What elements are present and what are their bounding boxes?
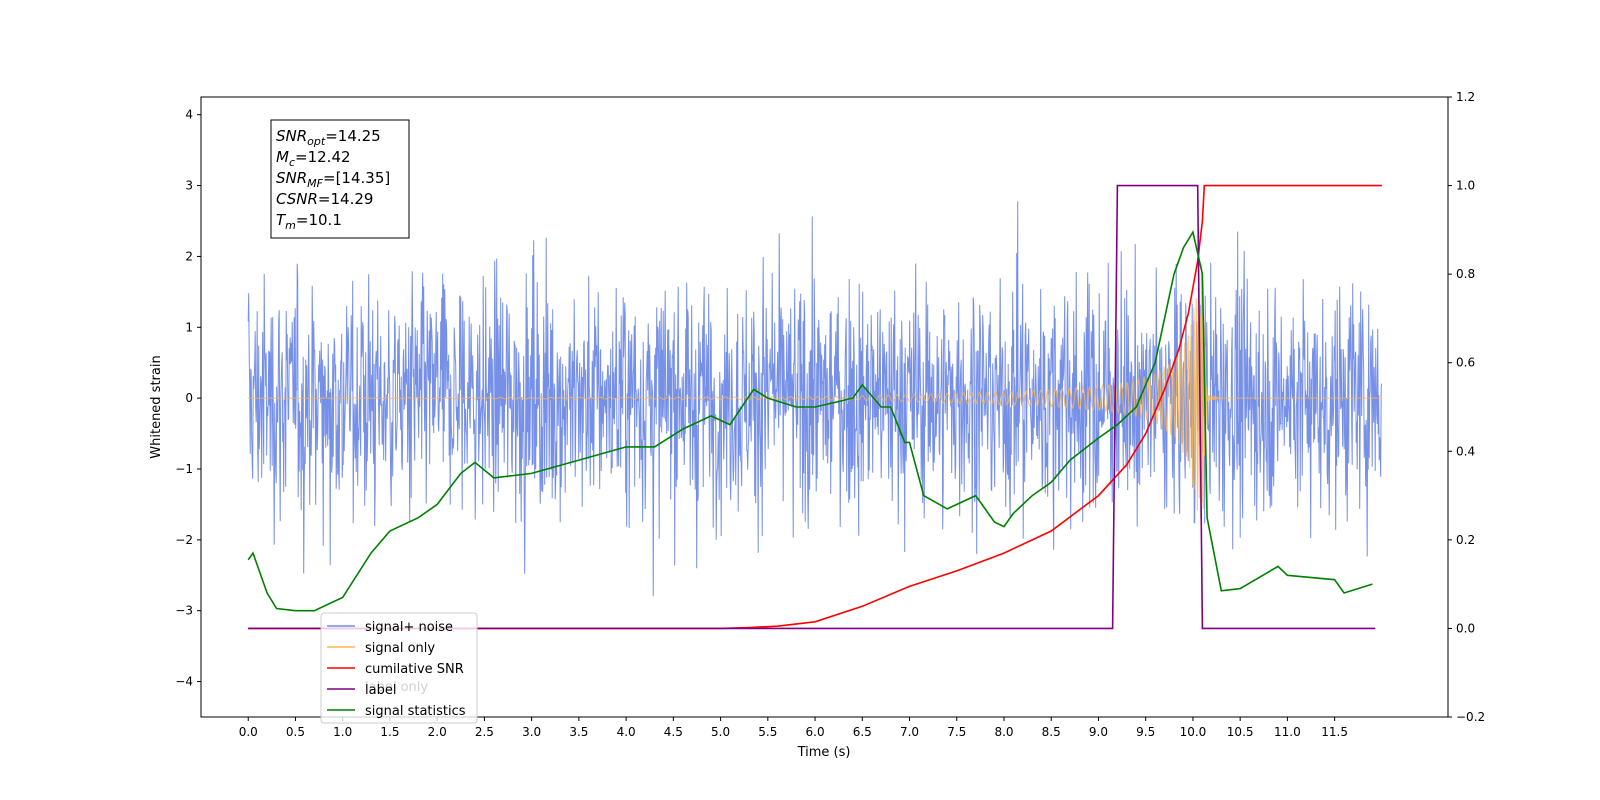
x-tick-label: 5.5: [758, 725, 777, 739]
y-tick-label-right: 1.2: [1456, 90, 1475, 104]
y-tick-label-right: 1.0: [1456, 179, 1475, 193]
y-tick-label-right: 0.0: [1456, 621, 1475, 635]
x-tick-label: 0.5: [286, 725, 305, 739]
legend-entry-label: label: [365, 683, 396, 698]
y-tick-label-left: −4: [175, 675, 193, 689]
stats-annotation: SNRopt=14.25Mc=12.42SNRMF=[14.35]CSNR=14…: [270, 119, 410, 239]
cumulative-snr-line: [248, 184, 1382, 630]
x-tick-label: 10.5: [1227, 725, 1254, 739]
y-axis-left: 4 3 2 1 0 −1 −2 −3 −4: [175, 108, 201, 689]
y-axis-right: 1.2 1.0 0.8 0.6 0.4 0.2 0.0 −0.2: [1448, 90, 1485, 724]
x-tick-label: 0.0: [239, 725, 258, 739]
x-tick-label: 7.5: [947, 725, 966, 739]
x-tick-label: 10.0: [1180, 725, 1207, 739]
signal-statistics-line: [247, 229, 1373, 612]
x-tick-label: 6.0: [806, 725, 825, 739]
signal-only-line: [248, 263, 1382, 519]
y-tick-label-right: −0.2: [1456, 710, 1485, 724]
annotation-line: SNRopt=14.25: [276, 127, 381, 148]
y-tick-label-right: 0.6: [1456, 356, 1475, 370]
y-tick-label-right: 0.8: [1456, 267, 1475, 281]
x-tick-label: 9.5: [1136, 725, 1155, 739]
x-tick-label: 6.5: [853, 725, 872, 739]
x-tick-label: 8.0: [994, 725, 1013, 739]
x-tick-label: 3.0: [522, 725, 541, 739]
x-tick-label: 11.5: [1321, 725, 1348, 739]
y-tick-label-left: −3: [175, 604, 193, 618]
x-tick-label: 9.0: [1089, 725, 1108, 739]
y-tick-label-left: 2: [185, 249, 193, 263]
legend-entry-label: signal statistics: [365, 704, 466, 719]
annotation-line: SNRMF=[14.35]: [276, 169, 390, 190]
x-tick-label: 7.0: [900, 725, 919, 739]
x-tick-label: 4.0: [617, 725, 636, 739]
legend-entry-label: signal+ noise: [365, 620, 453, 635]
y-axis-label: Whitened strain: [149, 355, 164, 458]
x-tick-label: 5.0: [711, 725, 730, 739]
annotation-line: Mc=12.42: [276, 148, 351, 169]
x-tick-label: 2.5: [475, 725, 494, 739]
label-line: [248, 184, 1376, 630]
legend-entry-label: signal only: [365, 641, 435, 656]
y-tick-label-left: 4: [185, 108, 193, 122]
annotation-box: [270, 119, 410, 239]
x-tick-label: 1.5: [380, 725, 399, 739]
x-tick-label: 4.5: [664, 725, 683, 739]
y-tick-label-left: −2: [175, 533, 193, 547]
axes-frame: [200, 96, 1449, 718]
x-tick-label: 2.0: [428, 725, 447, 739]
x-tick-label: 1.0: [333, 725, 352, 739]
plot-area: [247, 184, 1383, 630]
y-tick-label-left: 1: [185, 320, 193, 334]
x-tick-label: 8.5: [1042, 725, 1061, 739]
annotation-line: Tm=10.1: [276, 211, 342, 232]
x-tick-label: 11.0: [1274, 725, 1301, 739]
x-tick-label: 3.5: [569, 725, 588, 739]
y-tick-label-left: 0: [185, 391, 193, 405]
y-tick-label-right: 0.4: [1456, 444, 1475, 458]
legend-hidden-text: label only: [365, 680, 428, 695]
y-tick-label-right: 0.2: [1456, 533, 1475, 547]
y-tick-label-left: 3: [185, 179, 193, 193]
y-tick-label-left: −1: [175, 462, 193, 476]
legend-entry-label: cumilative SNR: [365, 662, 464, 677]
x-axis-label: Time (s): [797, 745, 851, 760]
legend-box: [320, 612, 478, 724]
x-axis: 0.0 0.5 1.0 1.5 2.0 2.5 3.0 3.5 4.0 4.5 5.0 5.5 6.0 6…: [239, 717, 1348, 739]
annotation-line: CSNR=14.29: [276, 190, 373, 208]
legend: label only signal+ noise signal only cumila…: [320, 612, 478, 724]
